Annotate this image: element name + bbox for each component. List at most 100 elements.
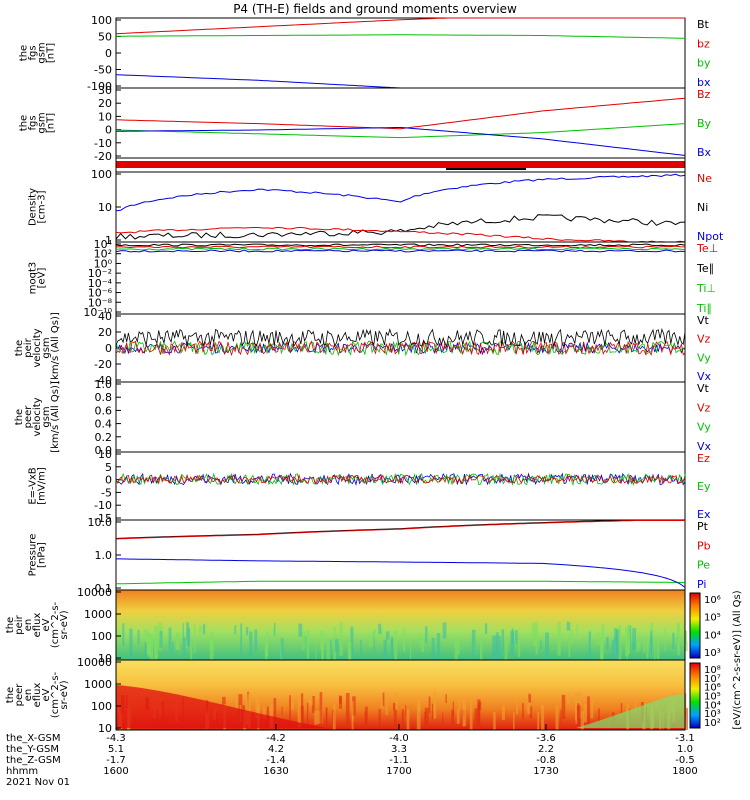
panel-frame [115, 381, 686, 453]
spectrogram-streak [144, 642, 147, 660]
spectrogram-streak [456, 708, 460, 724]
y-axis-label: en [23, 619, 34, 632]
colorbar-tick: 10⁵ [704, 613, 721, 624]
spectrogram-streak [394, 630, 398, 660]
legend-entry: Bz [697, 88, 711, 101]
spectrogram-streak [484, 623, 488, 635]
spectrogram-streak [529, 706, 533, 719]
y-tick-label: 0 [105, 47, 112, 60]
spectrogram-streak [561, 694, 566, 719]
spectrogram-streak [186, 622, 190, 648]
legend-entry: Pb [697, 539, 711, 552]
legend-entry: Ti⊥ [696, 282, 716, 295]
spectrogram-streak [462, 698, 467, 727]
spectrogram-streak [247, 693, 251, 728]
spectrogram-streak [395, 691, 398, 711]
spectrogram-streak [300, 693, 304, 728]
footer-row-label: the_Z-GSM [6, 755, 61, 766]
series-velocity [115, 339, 686, 357]
spectrogram-streak [576, 623, 578, 635]
spectrogram-streak [664, 627, 666, 651]
spectrogram-streak [403, 629, 405, 651]
series-Pi [116, 558, 686, 588]
spectrogram-streak [380, 700, 385, 709]
y-tick-label: 10⁻¹⁰ [83, 306, 112, 319]
series-By [115, 123, 686, 139]
spectrogram-streak [193, 623, 196, 654]
footer-value: -4.0 [389, 733, 409, 744]
series-Ni [115, 214, 686, 240]
spectrogram-streak [369, 634, 373, 647]
footer-value: -0.5 [675, 755, 695, 766]
spectrogram-streak [492, 635, 496, 660]
legend-entry: bz [697, 37, 710, 50]
spectrogram-streak [405, 705, 407, 717]
y-tick-label: 30 [98, 84, 112, 97]
spectrogram-streak [210, 631, 214, 650]
footer-value: 1600 [103, 766, 128, 777]
footer-value: -1.1 [389, 755, 409, 766]
spectrogram-streak [494, 635, 498, 660]
panel-peer-vel: 1.00.80.60.40.20.0 thepeervelocitygsm[km/… [14, 378, 712, 457]
spectrogram-streak [378, 635, 380, 644]
spectrogram-streak [350, 626, 354, 658]
spectrogram-streak [457, 636, 460, 655]
spectrogram-streak [454, 638, 459, 660]
footer-value: 4.2 [268, 744, 284, 755]
legend-entry: Te⊥ [696, 242, 718, 255]
spectrogram-streak [269, 704, 274, 728]
spectrogram-streak [291, 701, 294, 710]
spectrogram-streak [392, 703, 396, 711]
panel-frame [115, 519, 686, 591]
series-Pe [116, 580, 686, 585]
legend-entry: Ti∥ [696, 302, 712, 315]
y-tick-label: -5 [101, 486, 112, 499]
legend-entry: Pi [697, 578, 706, 591]
y-tick-label: 10 [98, 722, 112, 735]
spectrogram-streak [433, 691, 437, 719]
spectrogram-streak [646, 636, 649, 659]
y-tick-label: 10⁻² [88, 267, 112, 280]
legend-entry: Pe [697, 559, 710, 572]
spectrogram-streak [144, 629, 149, 643]
legend-entry: Bx [697, 146, 712, 159]
date-label: 2021 Nov 01 [6, 777, 70, 788]
spectrogram-streak [348, 641, 352, 660]
series-Ne [115, 226, 686, 243]
legend-entry: bx [697, 76, 711, 89]
spectrogram-streak [566, 693, 571, 704]
y-tick-label: 100 [91, 700, 112, 713]
y-tick-label: 0.2 [95, 431, 113, 444]
y-tick-label: 0 [105, 342, 112, 355]
spectrogram-streak [606, 637, 609, 650]
series-temperature [115, 247, 686, 251]
y-axis-label: peir [14, 614, 25, 634]
y-axis-label: eflux [32, 683, 43, 708]
spectrogram-cool-region [576, 694, 685, 728]
spectrogram-streak [522, 703, 524, 719]
footer-value: -4.3 [106, 733, 126, 744]
y-tick-label: 1.0 [95, 549, 113, 562]
y-tick-label: 10⁰ [94, 257, 113, 270]
panel-bar [115, 157, 686, 173]
y-axis-label: eV [41, 618, 52, 631]
spectrogram-streak [373, 628, 377, 637]
spectrogram-streak [445, 694, 447, 704]
y-tick-label: 20 [98, 97, 112, 110]
spectrogram-streak [393, 709, 397, 730]
y-axis-label: eflux [32, 613, 43, 638]
spectrogram-streak [598, 708, 600, 726]
spectrogram-streak [382, 692, 385, 707]
spectrogram-streak [513, 712, 515, 730]
y-tick-label: 10 [98, 448, 112, 461]
footer-row-label: the_X-GSM [6, 733, 60, 744]
spectrogram-streak [204, 695, 208, 704]
legend-entry: Te∥ [696, 262, 714, 275]
spectrogram-streak [588, 631, 591, 660]
spectrogram-streak [625, 626, 629, 657]
y-axis-label: the [5, 617, 16, 633]
y-axis-label: the [5, 687, 16, 703]
panel-frame [115, 659, 686, 731]
spectrogram-streak [684, 641, 688, 652]
spectrogram-streak [182, 623, 184, 641]
